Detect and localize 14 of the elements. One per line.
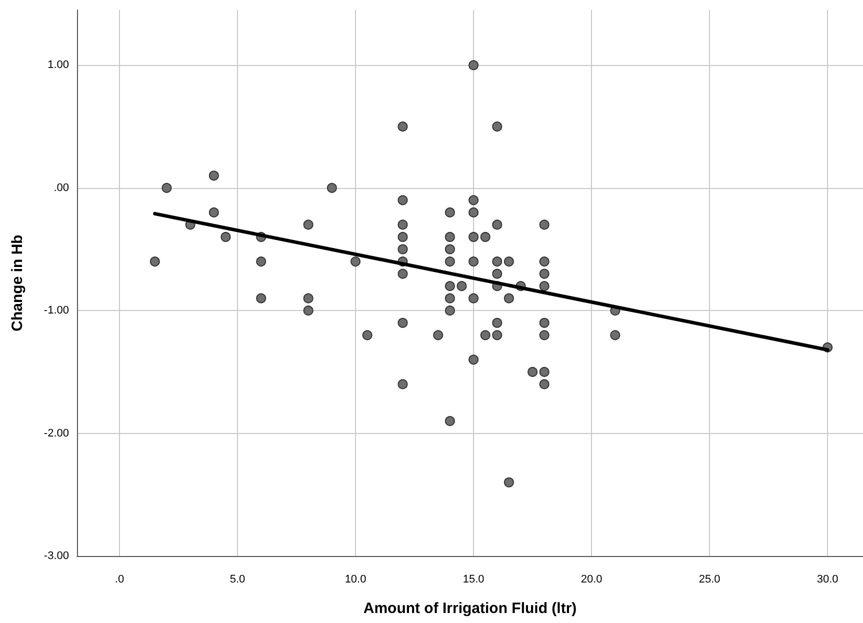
x-tick-label: 30.0 xyxy=(816,574,838,586)
y-tick-label: -2.00 xyxy=(44,427,69,440)
x-tick-label: 15.0 xyxy=(462,574,484,586)
y-tick-label: -3.00 xyxy=(44,550,69,562)
y-tick-label: 1.00 xyxy=(48,59,69,72)
x-tick-label: .0 xyxy=(114,574,124,586)
x-tick-label: 25.0 xyxy=(698,574,720,586)
y-tick-label: -1.00 xyxy=(44,304,69,317)
x-tick-label: 5.0 xyxy=(230,574,246,586)
x-tick-label: 10.0 xyxy=(344,574,366,586)
x-axis-title: Amount of Irrigation Fluid (ltr) xyxy=(363,600,577,617)
y-tick-label: .00 xyxy=(54,182,69,194)
y-axis-title: Change in Hb xyxy=(9,234,26,332)
x-tick-label: 20.0 xyxy=(580,574,602,586)
